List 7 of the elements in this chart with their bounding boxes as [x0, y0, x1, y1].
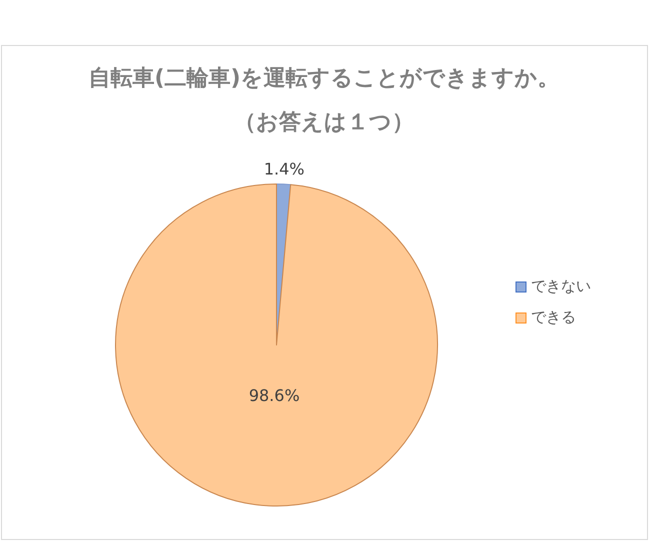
data-label: 98.6%	[248, 386, 300, 405]
legend-label: できる	[531, 308, 576, 326]
data-label: 1.4%	[264, 160, 305, 179]
chart-title: 自転車(二輪車)を運転することができますか。	[88, 66, 560, 92]
pie-slice	[115, 184, 438, 506]
chart-subtitle: （お答えは１つ）	[234, 110, 414, 136]
legend-label: できない	[531, 277, 591, 296]
